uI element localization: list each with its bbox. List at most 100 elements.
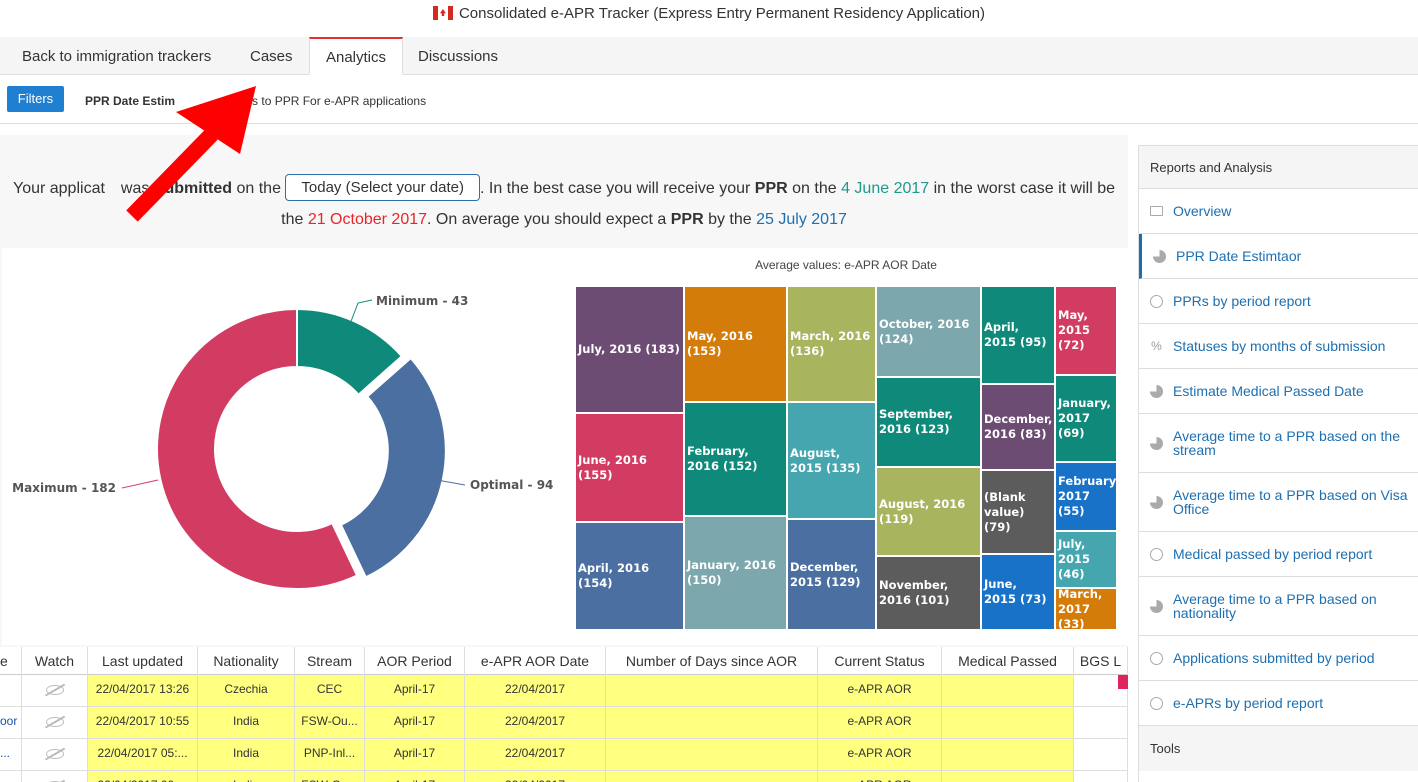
- treemap-cell[interactable]: July, 2015 (46): [1055, 531, 1117, 588]
- treemap-cell-label: September, 2016 (123): [879, 407, 953, 436]
- table-cell: oor: [0, 707, 22, 739]
- treemap-cell-label: June, 2016 (155): [578, 452, 647, 482]
- table-cell: e-APR AOR: [818, 675, 942, 707]
- sidebar-item[interactable]: Medical passed by period report: [1139, 532, 1418, 577]
- column-header[interactable]: AOR Period: [365, 647, 465, 675]
- sidebar-item[interactable]: Estimate Medical Passed Date: [1139, 369, 1418, 414]
- estimate-sentence: Your applicat was Submitted on the Today …: [0, 173, 1128, 235]
- table-cell: 22/04/2017 05:...: [88, 739, 198, 771]
- treemap-cell[interactable]: February, 2017 (55): [1055, 462, 1117, 531]
- treemap-cell[interactable]: April, 2016 (154): [575, 522, 684, 630]
- sidebar-item[interactable]: e-APRs by period report: [1139, 681, 1418, 726]
- treemap-cell-label: March, 2017 (33): [1058, 588, 1103, 630]
- column-header[interactable]: e-APR AOR Date: [465, 647, 606, 675]
- column-header[interactable]: Medical Passed: [942, 647, 1074, 675]
- table-cell: 22/04/2017: [465, 739, 606, 771]
- treemap-cell[interactable]: August, 2016 (119): [876, 467, 981, 556]
- column-header[interactable]: Current Status: [818, 647, 942, 675]
- treemap-cell[interactable]: October, 2016 (124): [876, 286, 981, 377]
- column-header[interactable]: BGS L: [1074, 647, 1128, 675]
- treemap-cell[interactable]: December, 2015 (129): [787, 519, 876, 630]
- sentence-text: on the: [232, 180, 286, 197]
- watch-toggle[interactable]: [22, 771, 88, 782]
- column-header[interactable]: e: [0, 647, 22, 675]
- treemap-cell[interactable]: August, 2015 (135): [787, 402, 876, 519]
- treemap-cell[interactable]: February, 2016 (152): [684, 402, 787, 516]
- ppr-label: PPR: [670, 211, 704, 228]
- table-cell: e-APR AOR: [818, 771, 942, 782]
- sidebar-item[interactable]: Overview: [1139, 189, 1418, 234]
- eye-slash-icon: [45, 716, 64, 727]
- sidebar-item-label: Medical passed by period report: [1173, 546, 1373, 562]
- sidebar-item[interactable]: Applications submitted by period: [1139, 636, 1418, 681]
- table-cell: [1074, 675, 1128, 707]
- treemap-cell-label: May, 2016 (153): [687, 329, 753, 358]
- treemap-cell[interactable]: June, 2016 (155): [575, 413, 684, 522]
- sentence-text: by the: [703, 211, 757, 228]
- tab-bar: Back to immigration trackers Cases Analy…: [0, 37, 1418, 75]
- sidebar-item-label: Overview: [1173, 203, 1232, 219]
- donut-label-connector: [436, 479, 466, 486]
- column-header[interactable]: Nationality: [198, 647, 295, 675]
- status-marker: [1118, 675, 1128, 689]
- sidebar-item[interactable]: PPRs by period report: [1139, 279, 1418, 324]
- tab-analytics[interactable]: Analytics: [309, 37, 403, 75]
- tab-cases[interactable]: Cases: [250, 48, 293, 65]
- date-select[interactable]: Today (Select your date): [285, 174, 480, 201]
- treemap-cell[interactable]: December, 2016 (83): [981, 384, 1055, 470]
- clock-icon: [1150, 696, 1163, 710]
- sidebar-item[interactable]: % Statuses by months of submission: [1139, 324, 1418, 369]
- donut-label-optimal: Optimal - 94: [470, 478, 553, 492]
- treemap-cell[interactable]: September, 2016 (123): [876, 377, 981, 467]
- treemap-cell[interactable]: May, 2016 (153): [684, 286, 787, 402]
- sidebar-item[interactable]: Average time to a PPR based on the strea…: [1139, 414, 1418, 473]
- sentence-text: in the worst case it will be the: [281, 180, 1116, 228]
- table-row[interactable]: oor 22/04/2017 10:55 India FSW-Ou... April-1…: [0, 707, 1128, 739]
- table-cell: 22/04/2017 13:26: [88, 675, 198, 707]
- column-header[interactable]: Watch: [22, 647, 88, 675]
- treemap-cell[interactable]: March, 2017 (33): [1055, 588, 1117, 630]
- watch-toggle[interactable]: [22, 707, 88, 739]
- donut-slice-maximum[interactable]: [156, 307, 359, 590]
- table-row[interactable]: 22/04/2017 00:...IndiaFSW-Ou...April-172…: [0, 771, 1128, 782]
- percent-icon: %: [1151, 338, 1162, 353]
- sidebar-item[interactable]: PPR Date Estimtaor: [1139, 234, 1418, 279]
- treemap-cell[interactable]: March, 2016 (136): [787, 286, 876, 402]
- report-title-rest: s to PPR For e-APR applications: [252, 94, 427, 108]
- treemap-cell[interactable]: May, 2015 (72): [1055, 286, 1117, 375]
- tab-discussions[interactable]: Discussions: [418, 48, 499, 65]
- watch-toggle[interactable]: [22, 675, 88, 707]
- table-cell: [0, 771, 22, 782]
- table-cell: 22/04/2017: [465, 675, 606, 707]
- worst-case-date: 21 October 2017: [307, 211, 428, 228]
- column-header[interactable]: Stream: [295, 647, 365, 675]
- sidebar-item[interactable]: Average time to a PPR based on nationali…: [1139, 577, 1418, 636]
- filters-button[interactable]: Filters: [7, 86, 64, 112]
- table-cell: PNP-Inl...: [295, 739, 365, 771]
- treemap-cell[interactable]: (Blank value) (79): [981, 470, 1055, 554]
- treemap-cell[interactable]: April, 2015 (95): [981, 286, 1055, 384]
- table-cell: ...: [0, 739, 22, 771]
- donut-slice-optimal[interactable]: [339, 356, 447, 579]
- window-title: Consolidated e-APR Tracker (Express Entr…: [0, 0, 1418, 30]
- reports-sidebar: Reports and Analysis Overview PPR Date Es…: [1138, 145, 1418, 782]
- column-header[interactable]: Last updated: [88, 647, 198, 675]
- table-row[interactable]: ... 22/04/2017 05:... India PNP-Inl... April…: [0, 739, 1128, 771]
- sidebar-header: Reports and Analysis: [1139, 145, 1418, 189]
- watch-toggle[interactable]: [22, 739, 88, 771]
- treemap-cell[interactable]: January, 2017 (69): [1055, 375, 1117, 462]
- treemap-cell[interactable]: June, 2015 (73): [981, 554, 1055, 630]
- sidebar-item[interactable]: Average time to a PPR based on Visa Offi…: [1139, 473, 1418, 532]
- table-cell: 22/04/2017: [465, 771, 606, 782]
- treemap-cell-label: December, 2015 (129): [790, 559, 861, 589]
- column-header[interactable]: Number of Days since AOR: [606, 647, 818, 675]
- tab-back-to-trackers[interactable]: Back to immigration trackers: [22, 48, 212, 65]
- treemap-cell[interactable]: January, 2016 (150): [684, 516, 787, 630]
- treemap-cell[interactable]: November, 2016 (101): [876, 556, 981, 630]
- table-row[interactable]: 22/04/2017 13:26 Czechia CEC April-17 22/04/…: [0, 675, 1128, 707]
- table-cell: Czechia: [198, 675, 295, 707]
- donut-slice-minimum[interactable]: [296, 307, 404, 397]
- sidebar-item-label: Average time to a PPR based on the strea…: [1173, 428, 1400, 458]
- treemap-cell[interactable]: July, 2016 (183): [575, 286, 684, 413]
- table-cell: [0, 675, 22, 707]
